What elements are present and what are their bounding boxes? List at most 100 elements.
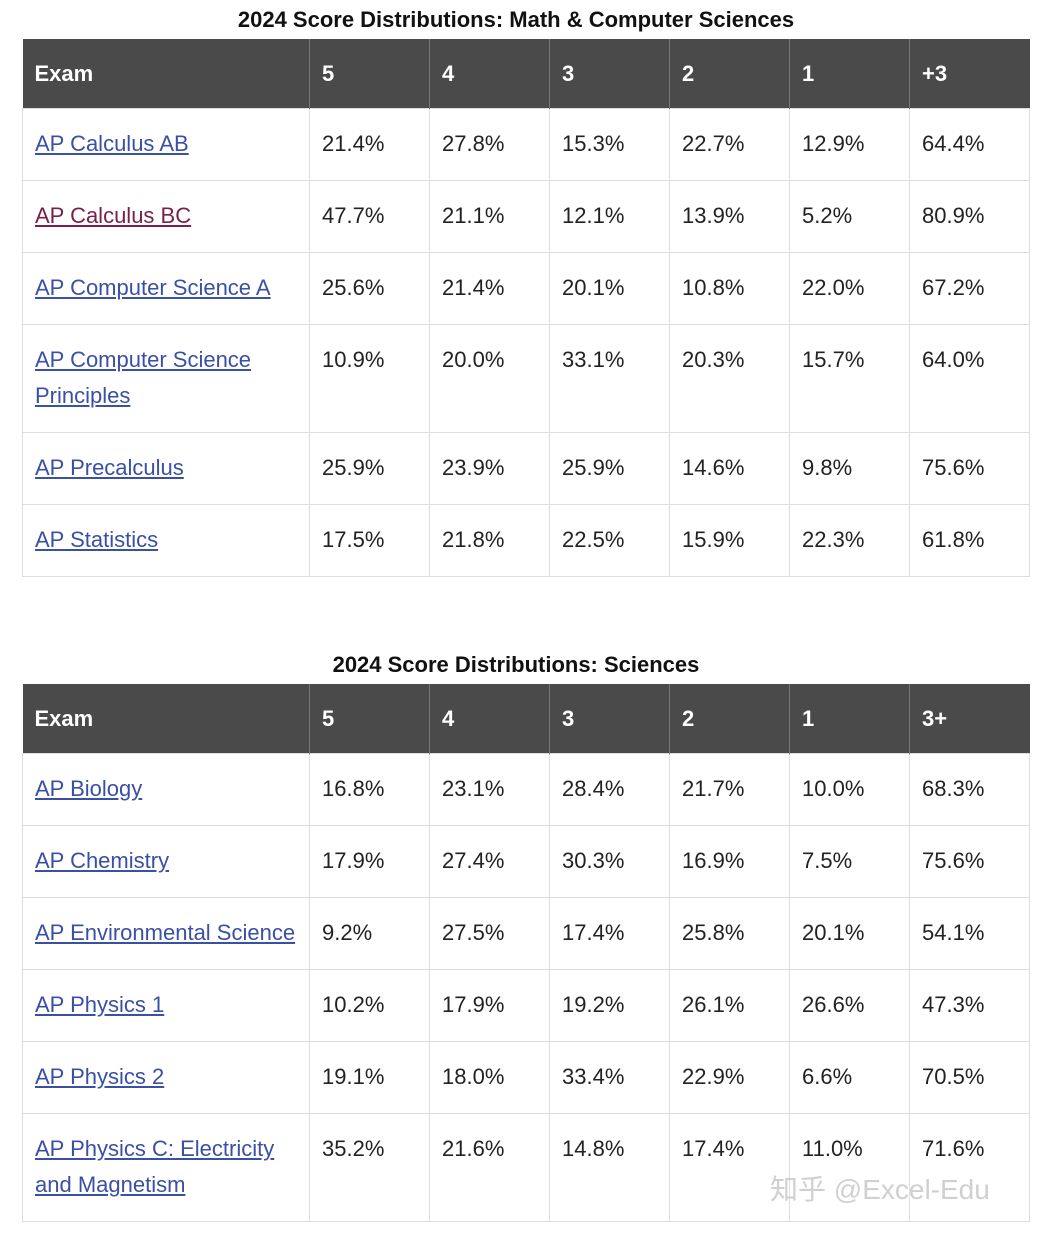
exam-link[interactable]: AP Statistics [35,527,159,552]
data-row: AP Computer Science Principles 10.9% 20.0%… [22,324,1030,433]
data-row: AP Biology 16.8% 23.1% 28.4% 21.7% 10.0% 68.3% [22,753,1030,826]
exam-link[interactable]: AP Computer Science A [35,275,271,300]
exam-link[interactable]: AP Computer Science Principles [35,347,252,408]
header-cell: 1 [789,684,910,754]
percent-cell: 21.7% [669,753,790,826]
table-section: 2024 Score Distributions: Math & Compute… [22,0,1030,577]
data-row: AP Precalculus 25.9% 23.9% 25.9% 14.6% 9.8% 75… [22,432,1030,505]
header-cell: Exam [22,684,310,754]
percent-cell: 14.6% [669,432,790,505]
data-row: AP Calculus BC 47.7% 21.1% 12.1% 13.9% 5.2% 80… [22,180,1030,253]
data-row: AP Environmental Science 9.2% 27.5% 17.4% 25… [22,897,1030,970]
percent-cell: 20.1% [549,252,670,325]
exam-link[interactable]: AP Physics 1 [35,992,165,1017]
percent-cell: 17.9% [429,969,550,1042]
exam-cell: AP Calculus AB [22,108,310,181]
percent-cell: 35.2% [309,1113,430,1222]
percent-cell: 17.9% [309,825,430,898]
header-cell: +3 [909,39,1030,109]
percent-cell: 15.7% [789,324,910,433]
percent-cell: 71.6% [909,1113,1030,1222]
exam-link[interactable]: AP Calculus AB [35,131,189,156]
percent-cell: 33.1% [549,324,670,433]
percent-cell: 22.9% [669,1041,790,1114]
percent-cell: 9.2% [309,897,430,970]
percent-cell: 61.8% [909,504,1030,577]
percent-cell: 47.7% [309,180,430,253]
percent-cell: 64.0% [909,324,1030,433]
exam-link[interactable]: AP Environmental Science [35,920,296,945]
percent-cell: 17.5% [309,504,430,577]
percent-cell: 25.9% [309,432,430,505]
exam-link[interactable]: AP Physics 2 [35,1064,165,1089]
header-row: Exam 5 4 3 2 1 +3 [22,39,1030,109]
header-cell: 2 [669,684,790,754]
header-cell: 5 [309,684,430,754]
exam-cell: AP Physics C: Electricity and Magnetism [22,1113,310,1222]
percent-cell: 16.8% [309,753,430,826]
score-table: Exam 5 4 3 2 1 +3 AP Calculus AB 21.4% 27.8% 15.3%… [22,39,1030,577]
percent-cell: 23.1% [429,753,550,826]
percent-cell: 30.3% [549,825,670,898]
percent-cell: 22.5% [549,504,670,577]
exam-cell: AP Statistics [22,504,310,577]
percent-cell: 23.9% [429,432,550,505]
percent-cell: 21.8% [429,504,550,577]
percent-cell: 47.3% [909,969,1030,1042]
data-row: AP Chemistry 17.9% 27.4% 30.3% 16.9% 7.5% 75.6… [22,825,1030,898]
percent-cell: 22.3% [789,504,910,577]
percent-cell: 21.1% [429,180,550,253]
percent-cell: 17.4% [549,897,670,970]
percent-cell: 27.5% [429,897,550,970]
exam-link[interactable]: AP Biology [35,776,143,801]
exam-link[interactable]: AP Chemistry [35,848,170,873]
percent-cell: 15.3% [549,108,670,181]
percent-cell: 10.2% [309,969,430,1042]
table-title: 2024 Score Distributions: Math & Compute… [237,7,795,32]
percent-cell: 22.0% [789,252,910,325]
percent-cell: 14.8% [549,1113,670,1222]
percent-cell: 25.6% [309,252,430,325]
percent-cell: 19.2% [549,969,670,1042]
percent-cell: 7.5% [789,825,910,898]
exam-cell: AP Environmental Science [22,897,310,970]
header-cell: Exam [22,39,310,109]
header-cell: 5 [309,39,430,109]
exam-link[interactable]: AP Calculus BC [35,203,192,228]
exam-cell: AP Physics 2 [22,1041,310,1114]
header-cell: 4 [429,684,550,754]
percent-cell: 18.0% [429,1041,550,1114]
percent-cell: 10.8% [669,252,790,325]
data-row: AP Physics 2 19.1% 18.0% 33.4% 22.9% 6.6% 70.5… [22,1041,1030,1114]
percent-cell: 12.1% [549,180,670,253]
exam-cell: AP Computer Science Principles [22,324,310,433]
percent-cell: 22.7% [669,108,790,181]
percent-cell: 27.4% [429,825,550,898]
percent-cell: 26.1% [669,969,790,1042]
percent-cell: 10.0% [789,753,910,826]
percent-cell: 28.4% [549,753,670,826]
exam-link[interactable]: AP Precalculus [35,455,184,480]
percent-cell: 9.8% [789,432,910,505]
header-cell: 2 [669,39,790,109]
header-cell: 1 [789,39,910,109]
header-row: Exam 5 4 3 2 1 3+ [22,684,1030,754]
score-table: Exam 5 4 3 2 1 3+ AP Biology 16.8% 23.1% 28.4% 21.7… [22,684,1030,1222]
exam-link[interactable]: AP Physics C: Electricity and Magnetism [35,1136,275,1197]
exam-cell: AP Biology [22,753,310,826]
percent-cell: 20.1% [789,897,910,970]
exam-cell: AP Physics 1 [22,969,310,1042]
percent-cell: 11.0% [789,1113,910,1222]
table-section: 2024 Score Distributions: Sciences Exam 5 4… [22,645,1030,1222]
percent-cell: 10.9% [309,324,430,433]
watermark: 知乎 @Excel-Edu [770,1174,990,1205]
data-row: AP Calculus AB 21.4% 27.8% 15.3% 22.7% 12.9% 6… [22,108,1030,181]
exam-cell: AP Calculus BC [22,180,310,253]
exam-cell: AP Computer Science A [22,252,310,325]
data-row: AP Statistics 17.5% 21.8% 22.5% 15.9% 22.3% 61… [22,504,1030,577]
exam-cell: AP Precalculus [22,432,310,505]
percent-cell: 68.3% [909,753,1030,826]
percent-cell: 27.8% [429,108,550,181]
percent-cell: 70.5% [909,1041,1030,1114]
